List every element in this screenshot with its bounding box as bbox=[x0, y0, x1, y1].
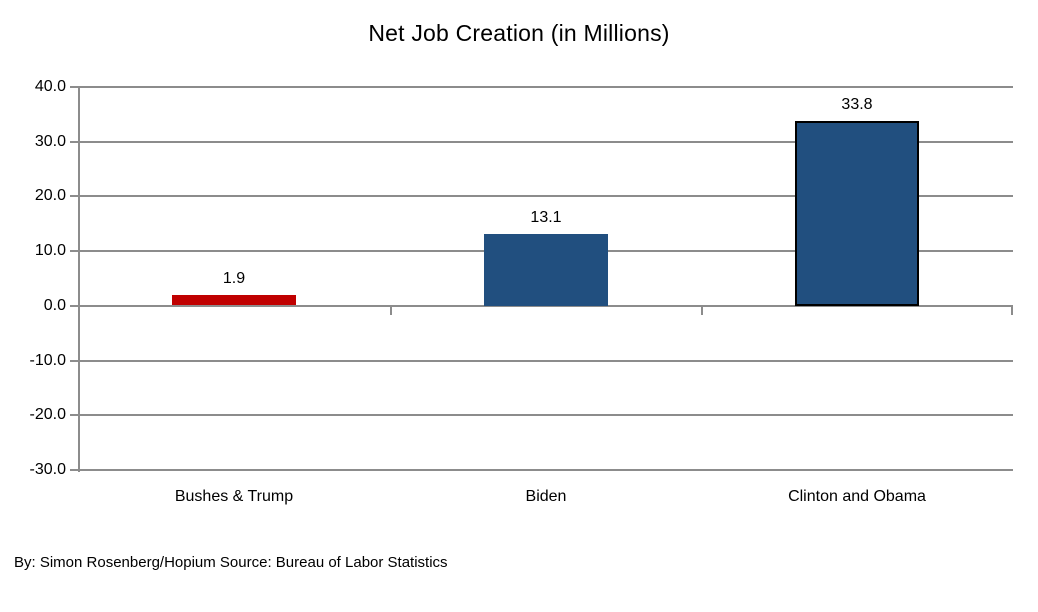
x-axis-category-label: Bushes & Trump bbox=[174, 488, 294, 505]
gridline bbox=[78, 86, 1013, 88]
gridline bbox=[78, 141, 1013, 143]
bar-clinton-and-obama bbox=[795, 121, 919, 306]
y-axis-tick-label: 40.0 bbox=[34, 78, 66, 95]
y-axis-tick-label: 10.0 bbox=[34, 242, 66, 259]
x-axis-tick bbox=[78, 305, 80, 315]
x-axis-category-label: Biden bbox=[525, 488, 567, 505]
gridline bbox=[78, 195, 1013, 197]
gridline bbox=[78, 469, 1013, 471]
chart-title: Net Job Creation (in Millions) bbox=[368, 20, 670, 46]
bar-biden bbox=[484, 234, 608, 306]
y-axis-tick bbox=[70, 250, 78, 252]
y-axis-tick-label: -30.0 bbox=[29, 461, 66, 478]
y-axis-tick bbox=[70, 414, 78, 416]
y-axis-tick-label: 0.0 bbox=[43, 297, 66, 314]
plot-area: 40.0 30.0 20.0 10.0 0.0 -10.0 -20.0 -30.0 1.9 Bus… bbox=[30, 78, 1013, 505]
bar-value-label: 33.8 bbox=[841, 96, 873, 113]
y-axis-line bbox=[78, 86, 80, 472]
y-axis-tick bbox=[70, 360, 78, 362]
y-axis-tick-label: 30.0 bbox=[34, 133, 66, 150]
bar-bushes-trump bbox=[172, 295, 296, 305]
y-axis-tick bbox=[70, 86, 78, 88]
y-axis-tick-label: -10.0 bbox=[29, 352, 66, 369]
y-axis-tick-label: 20.0 bbox=[34, 187, 66, 204]
x-axis-category-label: Clinton and Obama bbox=[788, 488, 926, 505]
bar-value-label: 13.1 bbox=[530, 209, 562, 226]
y-axis-tick-label: -20.0 bbox=[29, 406, 66, 423]
bar-value-label: 1.9 bbox=[222, 270, 246, 287]
x-axis-tick bbox=[1011, 305, 1013, 315]
y-axis-tick bbox=[70, 305, 78, 307]
x-axis-tick bbox=[701, 305, 703, 315]
gridline bbox=[78, 360, 1013, 362]
y-axis-tick bbox=[70, 195, 78, 197]
y-axis-tick bbox=[70, 469, 78, 471]
y-axis-tick bbox=[70, 141, 78, 143]
gridline bbox=[78, 414, 1013, 416]
x-axis-zero-line bbox=[78, 305, 1013, 307]
source-attribution: By: Simon Rosenberg/Hopium Source: Burea… bbox=[14, 554, 448, 571]
x-axis-tick bbox=[390, 305, 392, 315]
